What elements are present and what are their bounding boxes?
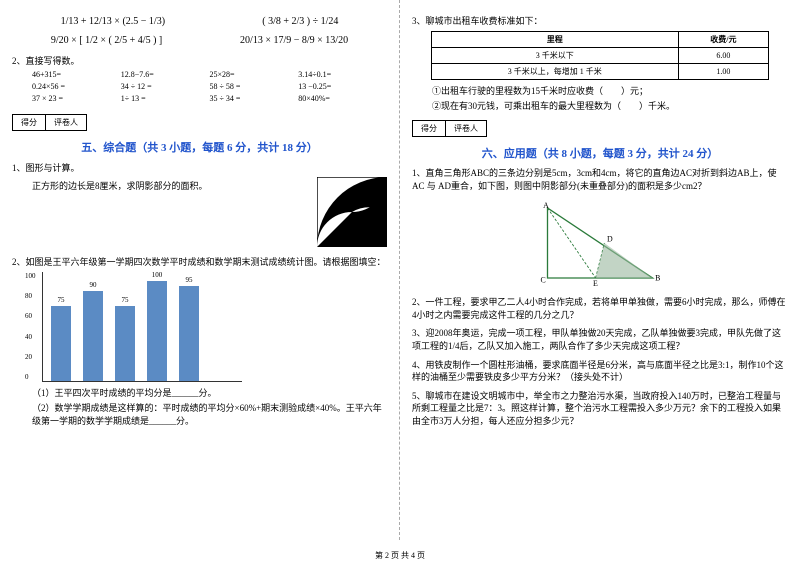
- score-box: 得分 评卷人: [412, 120, 487, 137]
- q6-4: 4、用铁皮制作一个圆柱形油桶，要求底面半径是6分米，高与底面半径之比是3:1，制…: [412, 359, 788, 384]
- chart-bar: 90: [83, 281, 103, 381]
- formula-2b: 20/13 × 17/9 − 8/9 × 13/20: [240, 35, 348, 46]
- table-cell: 6.00: [678, 48, 769, 64]
- chart-bar: 95: [179, 276, 199, 381]
- calc-item: 34 ÷ 12 =: [121, 82, 210, 91]
- vertex-c: C: [541, 276, 546, 285]
- calc-item: 58 ÷ 58 =: [210, 82, 299, 91]
- bar-rect: [51, 306, 71, 381]
- calc-item: 25×28=: [210, 70, 299, 79]
- calc-item: 1÷ 13 =: [121, 94, 210, 103]
- score-box: 得分 评卷人: [12, 114, 87, 131]
- calc-item: 3.14÷0.1=: [298, 70, 387, 79]
- fare-table: 里程收费/元 3 千米以下6.00 3 千米以上，每增加 1 千米1.00: [431, 31, 769, 80]
- q6-5: 5、聊城市在建设文明城市中，举全市之力整治污水渠，当政府投入140万时，已整治工…: [412, 390, 788, 428]
- q6-2: 2、一件工程，要求甲乙二人4小时合作完成，若将单甲单独做，需要6小时完成，那么，…: [412, 296, 788, 321]
- calc-grid: 46+315= 12.8−7.6= 25×28= 3.14÷0.1= 0.24×…: [32, 70, 387, 106]
- y-tick: 20: [25, 353, 36, 361]
- calc-item: 80×40%=: [298, 94, 387, 103]
- q6-3: 3、迎2008年奥运，完成一项工程，甲队单独做20天完成，乙队单独做要3完成，甲…: [412, 327, 788, 352]
- bar-chart: 0 20 40 60 80 100 75907510095: [42, 272, 242, 382]
- bar-rect: [179, 286, 199, 381]
- q6-1: 1、直角三角形ABC的三条边分别是5cm，3cm和4cm，将它的直角边AC对折到…: [412, 167, 788, 192]
- vertex-e: E: [593, 279, 598, 288]
- score-label: 得分: [413, 121, 446, 136]
- bar-value-label: 90: [90, 281, 97, 289]
- y-tick: 40: [25, 333, 36, 341]
- chart-bar: 75: [115, 296, 135, 381]
- vertex-a: A: [543, 201, 549, 210]
- y-tick: 60: [25, 312, 36, 320]
- formula-2a: 9/20 × [ 1/2 × ( 2/5 + 4/5 ) ]: [51, 35, 162, 46]
- q2-title: 2、直接写得数。: [12, 54, 387, 67]
- y-tick: 0: [25, 373, 36, 381]
- calc-item: 13 −0.25=: [298, 82, 387, 91]
- bar-rect: [83, 291, 103, 381]
- formula-1b: ( 3/8 + 2/3 ) ÷ 1/24: [262, 16, 338, 27]
- calc-item: 46+315=: [32, 70, 121, 79]
- bar-value-label: 95: [186, 276, 193, 284]
- calc-item: 37 × 23 =: [32, 94, 121, 103]
- q5-2-sub2: （2）数学学期成绩是这样算的：平时成绩的平均分×60%+期末测验成绩×40%。王…: [32, 401, 387, 427]
- vertex-b: B: [655, 274, 660, 283]
- bar-value-label: 100: [152, 271, 163, 279]
- q5-2-sub1: （1）王平四次平时成绩的平均分是______分。: [32, 386, 387, 399]
- chart-bar: 100: [147, 271, 167, 381]
- triangle-figure: A B C D E: [412, 198, 788, 290]
- q5-2: 2、如图是王平六年级第一学期四次数学平时成绩和数学期末测试成绩统计图。请根据图填…: [12, 255, 387, 268]
- calc-item: 0.24×56 =: [32, 82, 121, 91]
- reviewer-label: 评卷人: [446, 121, 486, 136]
- section-6-title: 六、应用题（共 8 小题，每题 3 分，共计 24 分）: [412, 145, 788, 161]
- vertex-d: D: [607, 234, 613, 243]
- y-tick: 100: [25, 272, 36, 280]
- chart-y-axis: 0 20 40 60 80 100: [25, 272, 36, 381]
- table-cell: 3 千米以上，每增加 1 千米: [431, 64, 678, 80]
- page-footer: 第 2 页 共 4 页: [0, 550, 800, 561]
- chart-bar: 75: [51, 296, 71, 381]
- square-shape-figure: [317, 177, 387, 249]
- bar-rect: [115, 306, 135, 381]
- table-cell: 1.00: [678, 64, 769, 80]
- bar-value-label: 75: [58, 296, 65, 304]
- th-mileage: 里程: [431, 32, 678, 48]
- q3-title: 3、聊城市出租车收费标准如下：: [412, 14, 788, 27]
- q3-sub1: ①出租车行驶的里程数为15千米时应收费（ ）元；: [432, 84, 788, 97]
- calc-item: 12.8−7.6=: [121, 70, 210, 79]
- reviewer-label: 评卷人: [46, 115, 86, 130]
- q5-1-sub: 正方形的边长是8厘米，求阴影部分的面积。: [32, 179, 317, 249]
- section-5-title: 五、综合题（共 3 小题，每题 6 分，共计 18 分）: [12, 139, 387, 155]
- score-label: 得分: [13, 115, 46, 130]
- bar-rect: [147, 281, 167, 381]
- table-cell: 3 千米以下: [431, 48, 678, 64]
- th-fare: 收费/元: [678, 32, 769, 48]
- bar-value-label: 75: [122, 296, 129, 304]
- q5-1: 1、图形与计算。: [12, 161, 387, 174]
- formula-1a: 1/13 + 12/13 × (2.5 − 1/3): [61, 16, 165, 27]
- y-tick: 80: [25, 292, 36, 300]
- q3-sub2: ②现在有30元钱，可乘出租车的最大里程数为（ ）千米。: [432, 99, 788, 112]
- calc-item: 35 ÷ 34 =: [210, 94, 299, 103]
